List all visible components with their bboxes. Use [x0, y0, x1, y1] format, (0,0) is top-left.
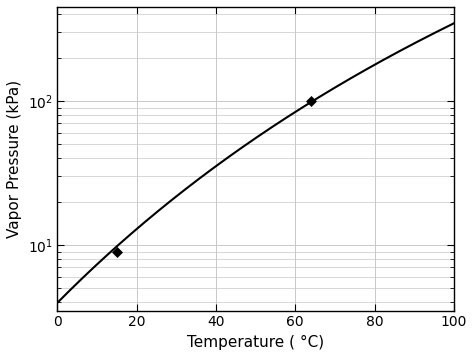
Y-axis label: Vapor Pressure (kPa): Vapor Pressure (kPa) [7, 80, 22, 238]
X-axis label: Temperature ( °C): Temperature ( °C) [187, 335, 324, 350]
